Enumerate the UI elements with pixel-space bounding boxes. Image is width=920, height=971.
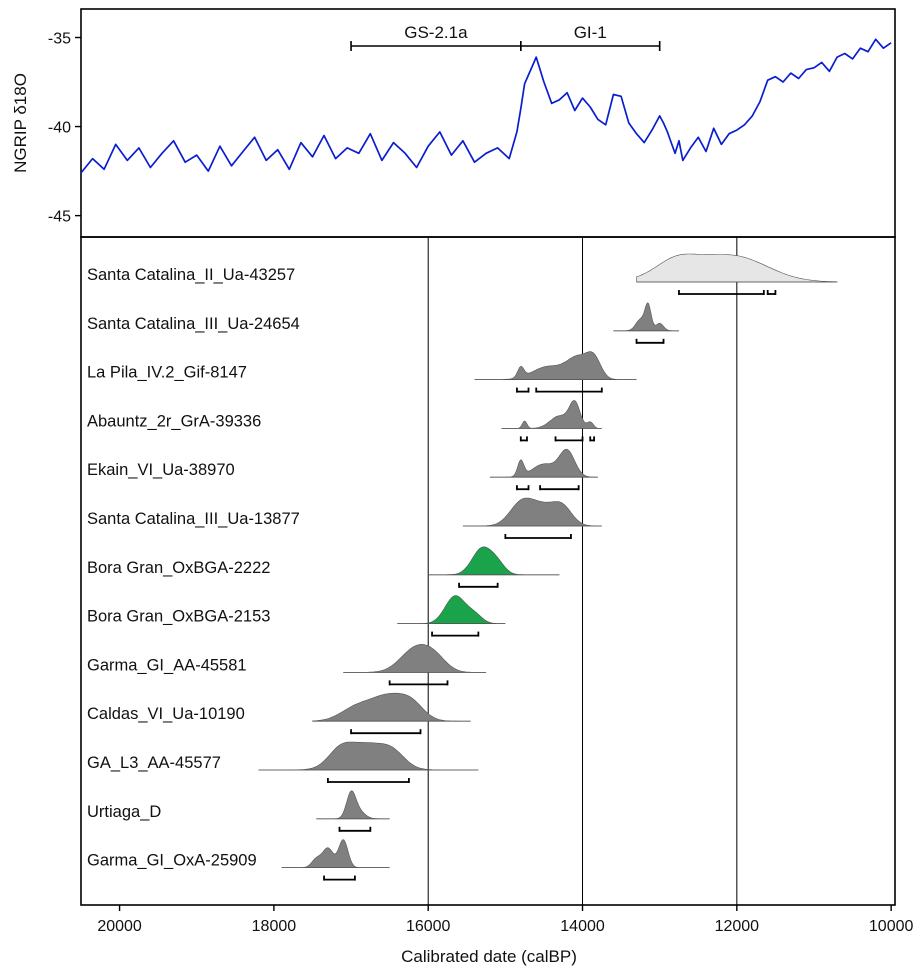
sample-label: Abauntz_2r_GrA-39336: [87, 412, 261, 430]
sample-label: Ekain_VI_Ua-38970: [87, 461, 235, 479]
sample-row-la-pila-iv-2-gif-8147: La Pila_IV.2_Gif-8147: [87, 351, 637, 393]
sample-label: La Pila_IV.2_Gif-8147: [87, 364, 247, 382]
sample-label: Bora Gran_OxBGA-2222: [87, 559, 270, 577]
ngrip-y-axis-title: NGRIP δ18O: [11, 73, 30, 173]
x-tick-label: 18000: [252, 918, 297, 935]
ngrip-d18o-line: [80, 38, 892, 174]
sample-label: GA_L3_AA-45577: [87, 754, 221, 772]
sample-label: Garma_GI_OxA-25909: [87, 852, 257, 870]
sample-label: Santa Catalina_II_Ua-43257: [87, 266, 295, 284]
reference-lines: [427, 237, 738, 905]
sample-label: Bora Gran_OxBGA-2153: [87, 608, 270, 626]
y-tick-label: -45: [48, 209, 71, 226]
sample-row-bora-gran-oxbga-2222: Bora Gran_OxBGA-2222: [87, 546, 560, 588]
x-tick-label: 10000: [869, 918, 914, 935]
hpd-range-bracket: [554, 436, 584, 442]
ngrip-panel-frame: [80, 8, 896, 238]
probability-distribution: [316, 790, 390, 820]
stage-label: GI-1: [574, 23, 607, 42]
stage-bracket-gi-1: GI-1: [519, 23, 661, 51]
sample-distributions: Santa Catalina_II_Ua-43257 Santa Catalina…: [87, 253, 838, 881]
date-x-axis-title: Calibrated date (calBP): [401, 947, 577, 966]
climate-stage-brackets: GS-2.1a GI-1: [350, 23, 661, 51]
date-x-ticks: 20000 18000 16000 14000 12000 10000: [97, 905, 913, 935]
sample-row-santa-catalina-ii-ua-43257: Santa Catalina_II_Ua-43257: [87, 253, 838, 295]
sample-row-santa-catalina-iii-ua-13877: Santa Catalina_III_Ua-13877: [87, 497, 602, 539]
probability-distribution: [474, 351, 637, 380]
probability-distribution: [636, 253, 838, 283]
hpd-range-bracket: [535, 387, 603, 393]
y-tick-label: -35: [48, 31, 71, 48]
hpd-range-bracket: [539, 485, 580, 491]
probability-distribution: [428, 546, 560, 576]
sample-row-santa-catalina-iii-ua-24654: Santa Catalina_III_Ua-24654: [87, 302, 679, 344]
sample-row-bora-gran-oxbga-2153: Bora Gran_OxBGA-2153: [87, 595, 506, 637]
probability-distribution: [489, 448, 598, 478]
y-tick-label: -40: [48, 120, 71, 137]
hpd-range-bracket: [350, 729, 422, 735]
hpd-range-bracket: [323, 875, 356, 881]
probability-distribution: [462, 497, 602, 527]
hpd-range-bracket: [678, 290, 765, 295]
hpd-range-bracket: [327, 778, 410, 783]
calibrated-dates-panel: Santa Catalina_II_Ua-43257 Santa Catalina…: [80, 236, 913, 966]
sample-label: Caldas_VI_Ua-10190: [87, 705, 245, 723]
stage-label: GS-2.1a: [404, 23, 468, 42]
sample-row-garma-gi-aa-45581: Garma_GI_AA-45581: [87, 644, 487, 686]
hpd-range-bracket: [431, 631, 480, 637]
probability-distribution: [258, 741, 479, 771]
sample-row-garma-gi-oxa-25909: Garma_GI_OxA-25909: [87, 839, 390, 881]
hpd-range-bracket: [519, 436, 528, 442]
hpd-range-bracket: [516, 387, 530, 393]
probability-distribution: [501, 400, 602, 429]
sample-row-caldas-vi-ua-10190: Caldas_VI_Ua-10190: [87, 692, 471, 735]
probability-distribution: [397, 595, 506, 624]
hpd-range-bracket: [458, 582, 499, 588]
sample-row-abauntz-2r-gra-39336: Abauntz_2r_GrA-39336: [87, 400, 602, 442]
x-tick-label: 12000: [715, 918, 760, 935]
hpd-range-bracket: [516, 485, 530, 491]
sample-label: Urtiaga_D: [87, 803, 161, 821]
probability-distribution: [343, 644, 487, 673]
x-tick-label: 16000: [406, 918, 451, 935]
ngrip-y-ticks: -35 -40 -45: [48, 31, 81, 226]
hpd-range-bracket: [504, 534, 572, 539]
sample-label: Santa Catalina_III_Ua-13877: [87, 510, 300, 528]
hpd-range-bracket: [338, 826, 372, 832]
sample-row-ekain-vi-ua-38970: Ekain_VI_Ua-38970: [87, 448, 598, 491]
hpd-range-bracket: [589, 436, 595, 442]
probability-distribution: [281, 839, 390, 868]
x-tick-label: 20000: [97, 918, 142, 935]
sample-label: Santa Catalina_III_Ua-24654: [87, 315, 300, 333]
x-tick-label: 14000: [560, 918, 605, 935]
probability-distribution: [312, 692, 471, 722]
hpd-range-bracket: [766, 290, 777, 295]
probability-distribution: [613, 302, 679, 332]
stage-bracket-gs-2-1a: GS-2.1a: [350, 23, 522, 51]
hpd-range-bracket: [388, 680, 449, 686]
hpd-range-bracket: [635, 338, 665, 344]
sample-row-urtiaga-d: Urtiaga_D: [87, 790, 390, 832]
dates-panel-frame: [80, 236, 896, 906]
ngrip-panel: GS-2.1a GI-1 -35 -40 -45 NGRIP δ18O: [11, 8, 896, 238]
sample-row-ga-l3-aa-45577: GA_L3_AA-45577: [87, 741, 479, 783]
sample-label: Garma_GI_AA-45581: [87, 656, 247, 674]
